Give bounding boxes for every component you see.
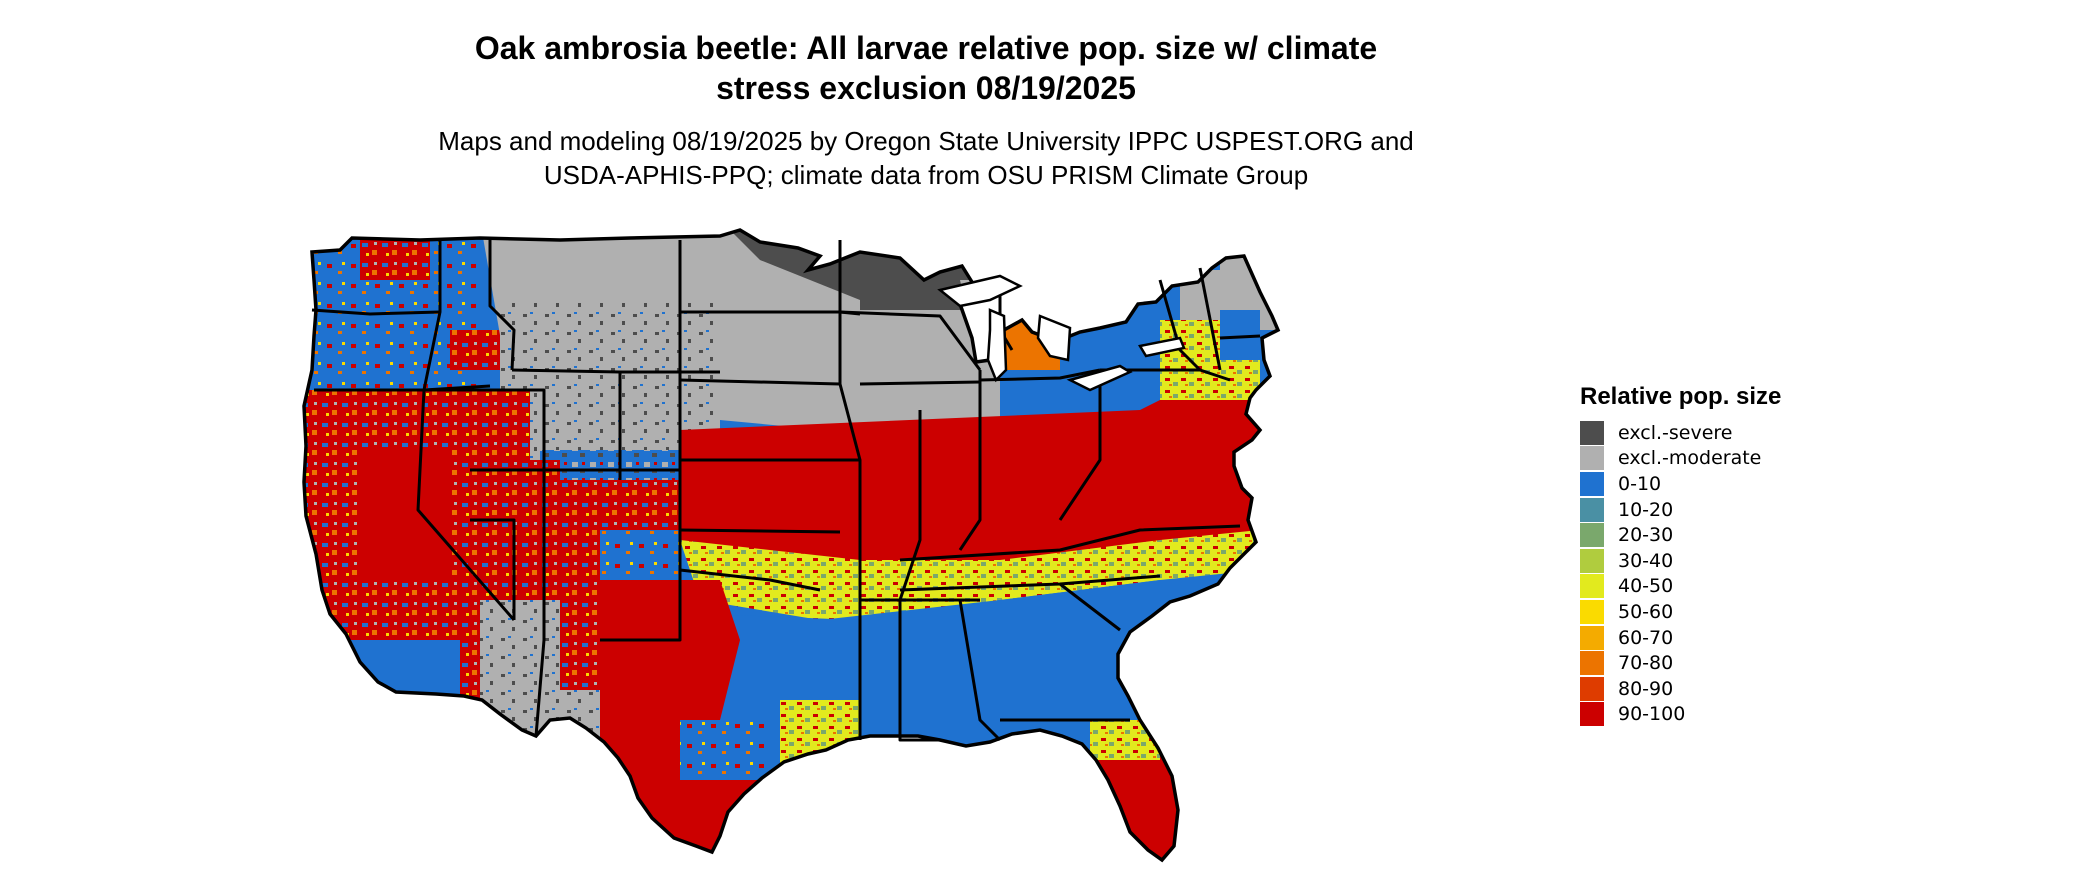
border-pa-wv: [1058, 370, 1102, 521]
lake-superior: [937, 274, 1023, 308]
lake-michigan: [986, 308, 1008, 383]
border-ia-mo: [859, 380, 981, 386]
legend-swatch: [1580, 625, 1604, 650]
border-vt-nh: [1198, 267, 1222, 371]
legend-label: 20-30: [1618, 524, 1674, 547]
border-sd-ne: [679, 378, 841, 386]
map-legend: Relative pop. size excl.-severe excl.-mod…: [1580, 380, 1940, 727]
legend-label: 50-60: [1618, 600, 1674, 623]
legend-item: 0-10: [1580, 471, 1940, 497]
legend-label: 40-50: [1618, 575, 1674, 598]
lake-ontario: [1138, 336, 1186, 358]
legend-swatch: [1580, 446, 1604, 471]
legend-swatch: [1580, 497, 1604, 522]
legend-item: 60-70: [1580, 625, 1940, 651]
us-population-map: [302, 228, 1280, 862]
border-ga-sc: [1059, 582, 1121, 632]
raster-texas-central: [680, 720, 770, 780]
map-subtitle-line-1: Maps and modeling 08/19/2025 by Oregon S…: [438, 126, 1414, 156]
legend-label: 0-10: [1618, 472, 1662, 495]
border-mn-wi: [839, 310, 982, 371]
raster-transition-band: [680, 530, 1260, 620]
border-id-mt: [488, 240, 516, 371]
legend-swatch: [1580, 548, 1604, 573]
legend-label: 80-90: [1618, 677, 1674, 700]
legend-swatch: [1580, 651, 1604, 676]
border-az-nm: [534, 470, 546, 737]
map-title: Oak ambrosia beetle: All larvae relative…: [0, 28, 1852, 108]
map-title-line-1: Oak ambrosia beetle: All larvae relative…: [474, 30, 1378, 66]
legend-swatch: [1580, 574, 1604, 599]
border-al-ga: [958, 599, 1002, 742]
map-subtitle-line-2: USDA-APHIS-PPQ; climate data from OSU PR…: [543, 160, 1309, 190]
legend-item: 30-40: [1580, 548, 1940, 574]
raster-snake-river: [450, 330, 500, 370]
raster-central-plains: [720, 310, 1000, 435]
legend-item: excl.-severe: [1580, 420, 1940, 446]
population-raster: [304, 230, 1278, 860]
border-tn-ky: [899, 524, 1241, 562]
border-in-oh: [958, 370, 982, 551]
border-ma-south: [1219, 334, 1261, 340]
legend-label: excl.-moderate: [1618, 447, 1762, 470]
border-mn-ia-mo: [838, 240, 862, 640]
legend-title: Relative pop. size: [1580, 383, 1782, 410]
legend-label: 90-100: [1618, 703, 1686, 726]
state-borders: [311, 240, 1261, 742]
lake-erie: [1066, 364, 1133, 392]
legend-label: 30-40: [1618, 549, 1674, 572]
raster-florida-north: [1090, 720, 1160, 760]
great-lakes: [937, 274, 1186, 392]
legend-swatch: [1580, 702, 1604, 727]
legend-swatch: [1580, 599, 1604, 624]
legend-swatch: [1580, 676, 1604, 701]
border-oh-pa: [979, 368, 1101, 382]
lake-huron: [1036, 314, 1072, 362]
raster-wyoming: [500, 300, 720, 480]
border-id-west: [422, 240, 442, 391]
border-ca-nv: [416, 389, 516, 621]
border-nv-ut: [424, 388, 546, 472]
legend-item: 90-100: [1580, 702, 1940, 728]
legend-item: excl.-moderate: [1580, 446, 1940, 472]
legend-item: 20-30: [1580, 522, 1940, 548]
legend-swatch: [1580, 523, 1604, 548]
legend-label: 60-70: [1618, 626, 1674, 649]
legend-item: 10-20: [1580, 497, 1940, 523]
raster-cascades: [360, 240, 430, 280]
border-wa-or: [311, 308, 441, 316]
border-ks-ok: [679, 528, 841, 534]
raster-nevada-core: [360, 450, 450, 580]
legend-items: excl.-severe excl.-moderate 0-10 10-20 20-30…: [1580, 420, 1940, 727]
legend-swatch: [1580, 471, 1604, 496]
legend-label: 10-20: [1618, 498, 1674, 521]
border-il-in: [898, 410, 922, 601]
legend-item: 80-90: [1580, 676, 1940, 702]
border-nv-az: [470, 518, 516, 620]
legend-item: 50-60: [1580, 599, 1940, 625]
raster-northwest: [304, 230, 480, 410]
map-title-line-2: stress exclusion 08/19/2025: [716, 70, 1136, 106]
border-ms-al: [898, 600, 940, 742]
border-tx-ok: [600, 568, 821, 642]
legend-label: excl.-severe: [1618, 421, 1733, 444]
map-subtitle: Maps and modeling 08/19/2025 by Oregon S…: [0, 124, 1852, 192]
raster-maine-south: [1220, 310, 1260, 360]
legend-label: 70-80: [1618, 652, 1674, 675]
legend-item: 40-50: [1580, 574, 1940, 600]
legend-item: 70-80: [1580, 650, 1940, 676]
legend-swatch: [1580, 420, 1604, 445]
